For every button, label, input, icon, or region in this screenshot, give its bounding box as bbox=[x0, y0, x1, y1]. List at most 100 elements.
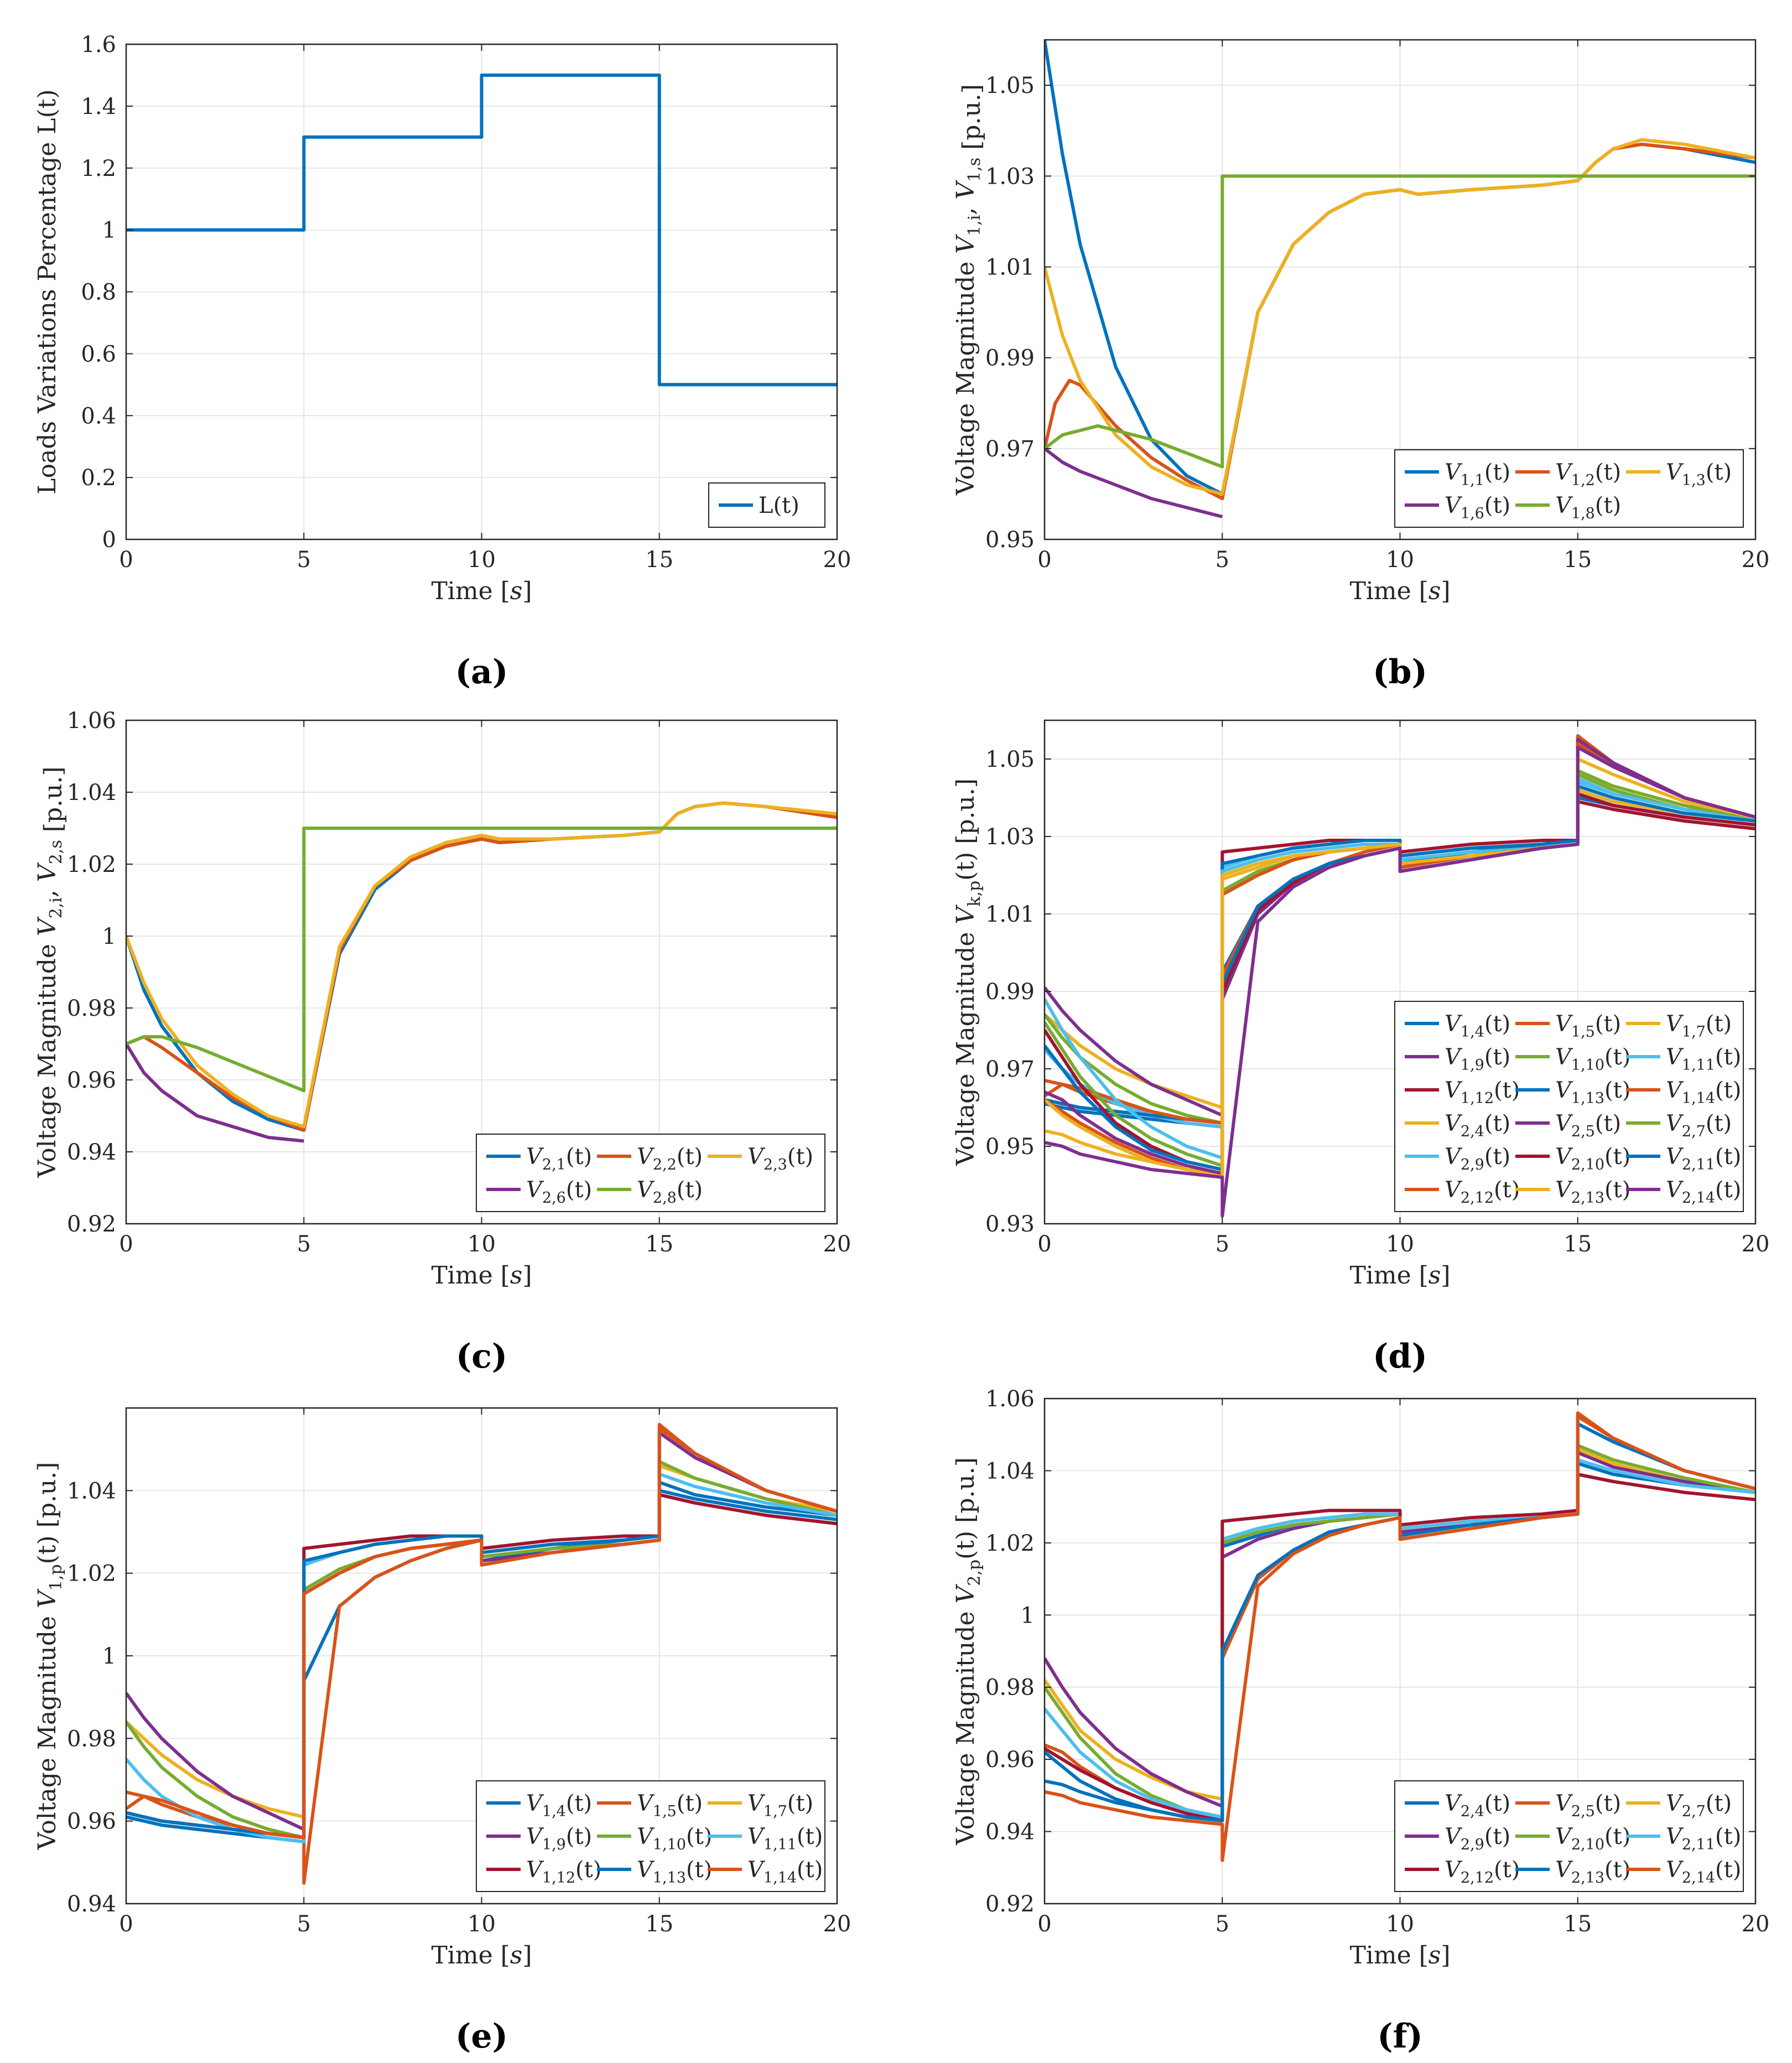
legend-entry: V1,10(t) bbox=[637, 1824, 712, 1853]
x-tick-label: 10 bbox=[468, 547, 496, 573]
series-line-3 bbox=[126, 1043, 304, 1143]
x-axis-label: Time [s] bbox=[431, 577, 532, 605]
x-tick-label: 20 bbox=[823, 547, 851, 573]
series-line-4 bbox=[126, 827, 837, 1093]
legend-entry: V1,1(t) bbox=[1445, 460, 1510, 489]
legend-entry: V2,7(t) bbox=[1666, 1791, 1732, 1820]
y-tick-label: 1.01 bbox=[985, 254, 1035, 280]
legend-entry: V1,13(t) bbox=[637, 1857, 712, 1887]
legend-entry: V1,7(t) bbox=[747, 1791, 813, 1820]
y-tick-label: 0.96 bbox=[67, 1068, 116, 1093]
panel-caption: (e) bbox=[455, 2017, 508, 2056]
legend-entry: V1,11(t) bbox=[747, 1824, 823, 1853]
y-tick-label: 1 bbox=[102, 218, 116, 243]
legend-entry: V1,13(t) bbox=[1555, 1078, 1630, 1107]
legend-entry: V2,14(t) bbox=[1666, 1857, 1741, 1887]
legend-box bbox=[476, 1134, 825, 1212]
x-tick-label: 15 bbox=[645, 1231, 673, 1257]
y-tick-label: 1 bbox=[1021, 1603, 1035, 1628]
x-tick-label: 5 bbox=[1216, 547, 1229, 573]
legend-box bbox=[1394, 1001, 1744, 1212]
y-tick-label: 1.01 bbox=[985, 902, 1035, 927]
y-tick-label: 0.94 bbox=[67, 1140, 116, 1165]
y-tick-label: 1.04 bbox=[67, 780, 116, 806]
x-tick-label: 15 bbox=[1564, 1231, 1592, 1257]
y-tick-label: 1 bbox=[102, 924, 116, 949]
y-tick-label: 0.97 bbox=[985, 1057, 1035, 1082]
y-tick-label: 1 bbox=[102, 1644, 116, 1669]
x-axis-label: Time [s] bbox=[1349, 1941, 1450, 1970]
y-tick-label: 1.6 bbox=[81, 32, 116, 58]
y-tick-label: 0.6 bbox=[81, 341, 116, 367]
legend-entry: V1,4(t) bbox=[1445, 1011, 1510, 1041]
legend-entry: V2,7(t) bbox=[1666, 1111, 1732, 1140]
y-tick-label: 1.02 bbox=[67, 1561, 116, 1587]
legend-entry: V1,4(t) bbox=[526, 1791, 592, 1820]
legend-entry: V1,9(t) bbox=[1445, 1045, 1510, 1074]
y-axis-label: Voltage Magnitude V2,i, V2,s [p.u.] bbox=[33, 766, 67, 1178]
y-tick-label: 0.94 bbox=[67, 1891, 116, 1917]
y-tick-label: 0.98 bbox=[67, 1726, 116, 1752]
y-axis-label: Voltage Magnitude V2,p(t) [p.u.] bbox=[952, 1457, 984, 1846]
legend-entry: V2,2(t) bbox=[637, 1144, 703, 1173]
legend-entry: V1,8(t) bbox=[1555, 493, 1621, 522]
legend-entry: V2,10(t) bbox=[1555, 1144, 1630, 1173]
y-tick-label: 1.4 bbox=[81, 94, 116, 119]
x-tick-label: 0 bbox=[119, 1911, 133, 1937]
x-tick-label: 0 bbox=[119, 1231, 133, 1257]
x-tick-label: 20 bbox=[1742, 547, 1770, 573]
y-axis-label: Voltage Magnitude V1,i, V1,s [p.u.] bbox=[952, 84, 986, 496]
y-tick-label: 1.06 bbox=[985, 1386, 1035, 1412]
legend-entry: V1,12(t) bbox=[526, 1857, 601, 1887]
panel-caption: (f) bbox=[1377, 2017, 1423, 2056]
y-tick-label: 1.02 bbox=[985, 1531, 1035, 1556]
legend-entry: V2,8(t) bbox=[637, 1177, 703, 1207]
legend-entry: V2,9(t) bbox=[1445, 1144, 1510, 1173]
panel-caption: (a) bbox=[455, 653, 508, 692]
legend-entry: V2,14(t) bbox=[1666, 1177, 1741, 1207]
legend-entry: V2,4(t) bbox=[1445, 1791, 1510, 1820]
legend-entry: V1,5(t) bbox=[637, 1791, 703, 1820]
legend-entry: L(t) bbox=[759, 493, 799, 518]
x-tick-label: 15 bbox=[1564, 1911, 1592, 1937]
y-tick-label: 0.4 bbox=[81, 403, 116, 429]
legend-entry: V1,11(t) bbox=[1666, 1045, 1741, 1074]
y-tick-label: 0.99 bbox=[985, 346, 1035, 371]
y-tick-label: 1.06 bbox=[67, 708, 116, 734]
chart-panel-1: 0 5 10 15 20 0.95 0.97 0.99 1.01 1.03 1.05 Time [s]… bbox=[952, 39, 1770, 692]
x-tick-label: 10 bbox=[468, 1911, 496, 1937]
panel-caption: (c) bbox=[456, 1337, 507, 1376]
series-line-2 bbox=[1045, 138, 1755, 496]
legend: V1,4(t) V1,5(t) V1,7(t) V1,9(t) V1,10(t) V1,1… bbox=[476, 1780, 825, 1892]
legend-box bbox=[1394, 1780, 1744, 1892]
series-line-0 bbox=[126, 73, 837, 387]
legend-box bbox=[1394, 449, 1744, 528]
panel-caption: (d) bbox=[1373, 1337, 1427, 1376]
y-tick-label: 0.98 bbox=[985, 1675, 1035, 1701]
legend-entry: V1,3(t) bbox=[1666, 460, 1732, 489]
x-tick-label: 5 bbox=[297, 1911, 311, 1937]
x-tick-label: 5 bbox=[297, 547, 311, 573]
legend-entry: V2,11(t) bbox=[1666, 1144, 1741, 1173]
legend-entry: V1,12(t) bbox=[1445, 1078, 1520, 1107]
y-tick-label: 1.03 bbox=[985, 164, 1035, 189]
legend-entry: V2,11(t) bbox=[1666, 1824, 1741, 1853]
panel-caption: (b) bbox=[1373, 653, 1427, 692]
y-tick-label: 1.02 bbox=[67, 852, 116, 877]
y-tick-label: 1.04 bbox=[985, 1458, 1035, 1484]
legend: V1,1(t) V1,2(t) V1,3(t) V1,6(t) V1,8(t) bbox=[1394, 449, 1744, 528]
y-tick-label: 0.2 bbox=[81, 465, 116, 491]
legend-entry: V1,5(t) bbox=[1555, 1011, 1621, 1041]
x-tick-label: 10 bbox=[1386, 1911, 1414, 1937]
legend-entry: V2,1(t) bbox=[526, 1144, 592, 1173]
x-tick-label: 20 bbox=[1742, 1231, 1770, 1257]
legend-entry: V1,7(t) bbox=[1666, 1011, 1732, 1041]
x-tick-label: 5 bbox=[297, 1231, 311, 1257]
x-tick-label: 15 bbox=[1564, 547, 1592, 573]
legend-entry: V1,2(t) bbox=[1555, 460, 1621, 489]
x-tick-label: 15 bbox=[645, 1911, 673, 1937]
x-tick-label: 20 bbox=[823, 1231, 851, 1257]
x-tick-label: 0 bbox=[1037, 547, 1051, 573]
y-tick-label: 0.93 bbox=[985, 1212, 1035, 1237]
chart-panel-2: 0 5 10 15 20 0.92 0.94 0.96 0.98 1 1.02 1.04 1.06 Tim… bbox=[33, 708, 851, 1376]
